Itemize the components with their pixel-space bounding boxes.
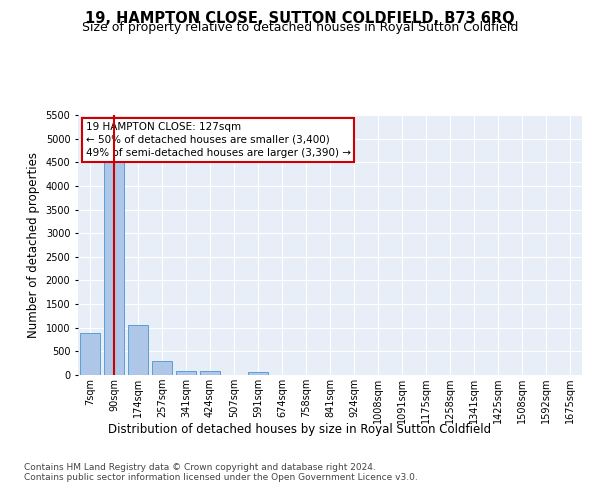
Text: Contains public sector information licensed under the Open Government Licence v3: Contains public sector information licen… — [24, 472, 418, 482]
Text: 19, HAMPTON CLOSE, SUTTON COLDFIELD, B73 6RQ: 19, HAMPTON CLOSE, SUTTON COLDFIELD, B73… — [85, 11, 515, 26]
Bar — [104, 160, 124, 375]
Bar — [176, 371, 196, 375]
Bar — [128, 325, 148, 375]
Text: Contains HM Land Registry data © Crown copyright and database right 2024.: Contains HM Land Registry data © Crown c… — [24, 462, 376, 471]
Text: 19 HAMPTON CLOSE: 127sqm
← 50% of detached houses are smaller (3,400)
49% of sem: 19 HAMPTON CLOSE: 127sqm ← 50% of detach… — [86, 122, 350, 158]
Text: Distribution of detached houses by size in Royal Sutton Coldfield: Distribution of detached houses by size … — [109, 422, 491, 436]
Text: Size of property relative to detached houses in Royal Sutton Coldfield: Size of property relative to detached ho… — [82, 22, 518, 35]
Y-axis label: Number of detached properties: Number of detached properties — [27, 152, 40, 338]
Bar — [200, 371, 220, 375]
Bar — [248, 372, 268, 375]
Bar — [80, 334, 100, 375]
Bar — [152, 362, 172, 375]
